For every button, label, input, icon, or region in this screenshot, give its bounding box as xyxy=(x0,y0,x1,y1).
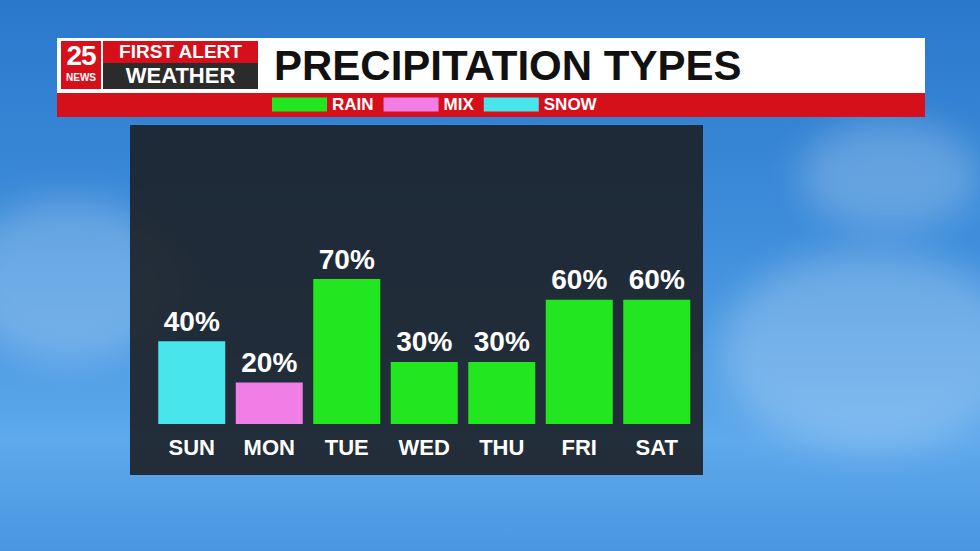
svg-text:70%: 70% xyxy=(319,244,375,275)
svg-text:SUN: SUN xyxy=(169,435,215,460)
svg-text:30%: 30% xyxy=(474,326,530,357)
html-text:WEATHER: WEATHER xyxy=(125,63,236,88)
html-text:FIRST ALERT: FIRST ALERT xyxy=(119,41,242,62)
svg-text:30%: 30% xyxy=(396,326,452,357)
svg-text:MON: MON xyxy=(244,435,295,460)
svg-text:SNOW: SNOW xyxy=(544,95,598,114)
svg-text:40%: 40% xyxy=(164,306,220,337)
html-text:NEWS: NEWS xyxy=(66,72,96,83)
svg-text:MIX: MIX xyxy=(444,95,475,114)
svg-text:20%: 20% xyxy=(241,347,297,378)
svg-text:WED: WED xyxy=(399,435,450,460)
svg-text:SAT: SAT xyxy=(636,435,679,460)
svg-text:60%: 60% xyxy=(629,264,685,295)
svg-text:THU: THU xyxy=(479,435,524,460)
html-text:25: 25 xyxy=(66,40,96,71)
svg-text:TUE: TUE xyxy=(325,435,369,460)
svg-text:60%: 60% xyxy=(551,264,607,295)
svg-text:RAIN: RAIN xyxy=(332,95,374,114)
svg-text:FRI: FRI xyxy=(562,435,597,460)
html-text:PRECIPITATION TYPES: PRECIPITATION TYPES xyxy=(274,42,742,89)
